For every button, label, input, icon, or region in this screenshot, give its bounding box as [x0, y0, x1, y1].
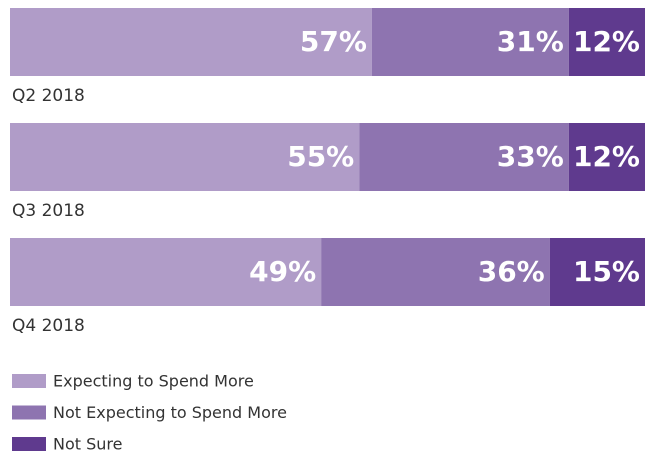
value-label: 55% [287, 140, 354, 173]
bar-segment [568, 123, 645, 191]
value-label: 12% [573, 140, 640, 173]
legend-label: Expecting to Spend More [53, 372, 254, 391]
value-label: 49% [249, 255, 316, 288]
bar-segment [359, 123, 569, 191]
value-label: 36% [478, 255, 545, 288]
legend-swatch [12, 374, 46, 388]
legend-swatch [12, 437, 46, 451]
category-label: Q3 2018 [12, 201, 85, 221]
legend-label: Not Sure [53, 435, 122, 454]
legend-swatch [12, 405, 46, 420]
value-label: 31% [497, 25, 564, 58]
value-label: 12% [573, 25, 640, 58]
bar-segment [10, 8, 372, 76]
bar-segment [371, 8, 569, 76]
bar-segment [321, 238, 550, 306]
value-label: 15% [573, 255, 640, 288]
bar-segment [549, 238, 645, 306]
category-label: Q4 2018 [12, 316, 85, 336]
bar-segment [568, 8, 645, 76]
value-label: 57% [300, 25, 367, 58]
value-label: 33% [497, 140, 564, 173]
bar-segment [10, 238, 322, 306]
legend-label: Not Expecting to Spend More [53, 403, 287, 422]
category-label: Q2 2018 [12, 86, 85, 106]
bar-segment [10, 123, 360, 191]
